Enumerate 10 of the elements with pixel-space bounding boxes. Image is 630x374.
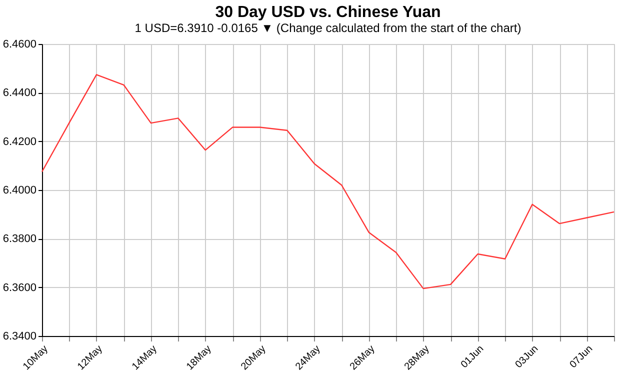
y-tick-label: 6.4600 [2,38,36,50]
chart-subtitle: 1 USD=6.3910 -0.0165 ▼ (Change calculated from the start of the chart) [134,21,522,35]
y-tick-label: 6.3400 [2,330,36,342]
y-tick-label: 6.4000 [2,184,36,196]
line-series [41,74,615,290]
y-tick-label: 6.4400 [2,87,36,100]
y-tick-label: 6.4200 [2,136,36,148]
chart-title: 30 Day USD vs. Chinese Yuan [215,4,441,21]
y-tick-label: 6.3600 [2,282,36,294]
y-tick-label: 6.3800 [2,233,36,246]
